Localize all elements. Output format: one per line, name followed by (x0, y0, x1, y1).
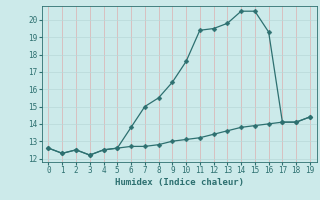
X-axis label: Humidex (Indice chaleur): Humidex (Indice chaleur) (115, 178, 244, 187)
